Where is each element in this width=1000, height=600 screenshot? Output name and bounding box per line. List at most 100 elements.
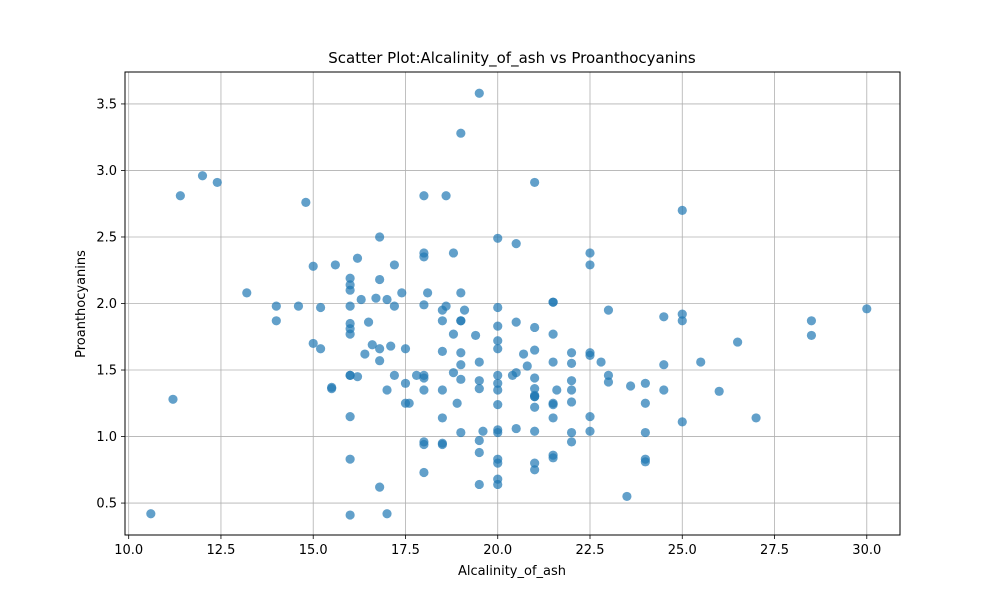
scatter-point [419, 373, 429, 383]
scatter-point [522, 361, 532, 371]
scatter-point [585, 426, 595, 436]
scatter-point [493, 458, 503, 468]
scatter-point [456, 348, 466, 358]
scatter-point [382, 294, 392, 305]
scatter-point [360, 349, 370, 359]
scatter-point [659, 385, 669, 395]
scatter-point [530, 426, 540, 436]
scatter-point [389, 260, 400, 270]
scatter-point [301, 197, 311, 207]
scatter-point [271, 316, 281, 326]
x-tick-label: 17.5 [391, 543, 420, 558]
scatter-point [474, 384, 484, 394]
scatter-point [677, 205, 687, 215]
scatter-point [625, 381, 636, 391]
scatter-point [375, 232, 385, 242]
scatter-point [474, 88, 484, 98]
scatter-point [441, 301, 451, 311]
scatter-point [585, 411, 595, 422]
scatter-point [293, 301, 304, 311]
scatter-point [375, 274, 385, 285]
x-tick-label: 27.5 [760, 543, 789, 558]
scatter-point [456, 128, 466, 138]
scatter-point [386, 341, 396, 351]
scatter-point [530, 373, 540, 383]
scatter-point [640, 378, 650, 388]
scatter-point [493, 385, 503, 395]
scatter-point [493, 233, 503, 243]
scatter-point [585, 350, 595, 360]
scatter-point [552, 385, 562, 395]
scatter-point [308, 338, 318, 349]
scatter-point [478, 426, 488, 436]
scatter-point [640, 398, 650, 408]
scatter-point [493, 427, 503, 438]
scatter-point [566, 376, 577, 386]
scatter-point [242, 288, 252, 298]
scatter-point [345, 411, 355, 422]
scatter-point [419, 191, 429, 201]
scatter-point [530, 322, 540, 333]
scatter-point [566, 385, 577, 395]
scatter-point [419, 467, 429, 478]
scatter-point [419, 385, 429, 395]
scatter-point [530, 465, 540, 475]
scatter-point [197, 171, 208, 181]
y-tick-label: 0.5 [96, 497, 117, 512]
scatter-point [806, 330, 817, 341]
scatter-point [456, 374, 466, 384]
scatter-point [382, 509, 392, 519]
scatter-point [566, 348, 577, 358]
scatter-point [511, 317, 521, 327]
scatter-point [603, 370, 614, 380]
scatter-point [474, 435, 484, 446]
chart-title: Scatter Plot:Alcalinity_of_ash vs Proant… [328, 49, 696, 68]
scatter-point [530, 458, 540, 468]
scatter-point [345, 301, 355, 311]
scatter-point [459, 305, 470, 315]
axis-ticks: 10.0 12.5 15.0 17.5 20.0 22.5 25.0 27.5 30.0 0.5 1… [96, 97, 881, 558]
scatter-point [640, 457, 650, 467]
scatter-point [400, 344, 411, 354]
scatter-point [363, 317, 374, 327]
scatter-point [419, 252, 429, 262]
scatter-point [367, 340, 377, 350]
scatter-point [411, 370, 422, 380]
scatter-point [493, 370, 503, 380]
scatter-point [530, 402, 540, 412]
scatter-point [330, 260, 340, 270]
scatter-point [566, 427, 577, 438]
scatter-point [548, 400, 558, 410]
scatter-point [456, 360, 466, 370]
scatter-point [397, 288, 407, 298]
y-tick-label: 2.5 [96, 230, 117, 245]
scatter-point [493, 336, 503, 346]
y-tick-label: 1.5 [96, 364, 117, 379]
y-tick-label: 3.0 [96, 164, 117, 179]
y-tick-label: 2.0 [96, 297, 117, 312]
scatter-point [456, 427, 466, 438]
scatter-point [493, 400, 503, 410]
scatter-point [315, 302, 326, 313]
scatter-point [315, 344, 326, 354]
scatter-point [493, 302, 503, 313]
scatter-point [389, 301, 400, 311]
scatter-point [493, 479, 503, 490]
scatter-point [452, 398, 462, 408]
scatter-point [168, 394, 178, 404]
scatter-point [441, 191, 451, 201]
scatter-point [806, 316, 817, 326]
scatter-point [511, 368, 521, 378]
scatter-point [530, 345, 540, 355]
scatter-point [382, 385, 392, 395]
y-tick-label: 1.0 [96, 430, 117, 445]
scatter-point [352, 372, 363, 382]
scatter-point [419, 300, 429, 310]
scatter-point [511, 423, 521, 434]
scatter-point [548, 329, 558, 339]
scatter-point [677, 309, 687, 319]
scatter-point [175, 191, 185, 201]
scatter-point [212, 177, 222, 188]
scatter-point [622, 491, 632, 502]
